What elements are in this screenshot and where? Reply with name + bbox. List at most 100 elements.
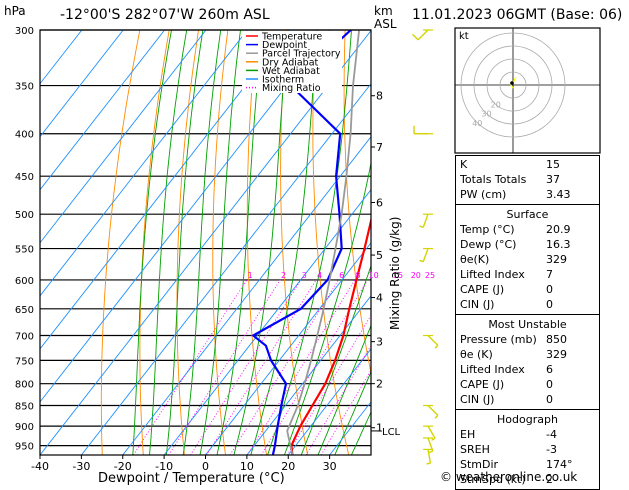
wind-barb-flag: [434, 414, 439, 419]
lcl-label: LCL: [382, 427, 401, 438]
index-value: 3.43: [546, 188, 571, 201]
mixing-ratio-axis-title: Mixing Ratio (g/kg): [388, 216, 402, 330]
index-row: Lifted Index 6: [456, 362, 599, 377]
hodograph-ring: [473, 45, 553, 125]
mixing-ratio-line: [247, 279, 356, 455]
pressure-tick-label: 300: [15, 26, 34, 37]
mixing-ratio-label: 8: [356, 271, 361, 280]
mixing-ratio-label: 15: [393, 271, 403, 280]
most-unstable-title: Most Unstable: [488, 318, 567, 331]
index-row: Lifted Index 7: [456, 267, 599, 282]
index-value: 15: [546, 158, 560, 171]
index-row: StmSpd (kt) 2: [456, 472, 599, 487]
pressure-tick-label: 400: [15, 130, 34, 141]
index-row: θe(K) 329: [456, 252, 599, 267]
wind-barb-flag: [428, 450, 434, 454]
index-row: PW (cm) 3.43: [456, 187, 599, 202]
wet-adiabat-line: [216, 30, 264, 455]
wet-adiabat-line: [199, 30, 241, 455]
mixing-ratio-line: [260, 279, 369, 455]
altitude-axis: 8 7 6 5 4 3 2 1 LCL: [371, 90, 401, 438]
mixing-ratio-label: 10: [369, 271, 379, 280]
index-row: EH -4: [456, 427, 599, 442]
legend-label: Parcel Trajectory: [262, 49, 341, 60]
wind-barb-staff: [427, 405, 439, 416]
wet-adiabat-line: [317, 324, 371, 455]
wind-barb-flag: [434, 344, 439, 349]
wind-barb-flag: [431, 437, 436, 441]
index-row: Temp (°C) 20.9: [456, 222, 599, 237]
km-tick-label: 5: [376, 249, 383, 262]
index-row: K 15: [456, 157, 599, 172]
index-row: Dewp (°C) 16.3: [456, 237, 599, 252]
hodograph-frame: [454, 27, 601, 154]
index-value: 0: [546, 393, 553, 406]
km-tick-label: 8: [376, 90, 383, 103]
hodograph-title: Hodograph: [497, 413, 558, 426]
legend-label: Wet Adiabat: [262, 66, 320, 77]
index-name: SREH: [460, 443, 490, 456]
wet-adiabat-line: [132, 30, 172, 455]
index-name: PW (cm): [460, 188, 507, 201]
hodograph-ring-label: 40: [472, 119, 482, 128]
isotherm-line: [163, 189, 371, 455]
hodograph-ring: [499, 71, 527, 99]
isotherm-line: [122, 135, 371, 455]
legend-label: Isotherm: [262, 75, 304, 86]
x-tick-label: 20: [281, 460, 295, 473]
legend-label: Mixing Ratio: [262, 83, 321, 94]
pressure-tick-label: 850: [15, 402, 34, 413]
x-tick-label: 30: [323, 460, 337, 473]
km-tick-label: 4: [376, 292, 383, 305]
mixing-ratio-labels: 1 2 3 4 6 8 10 15 20 25: [248, 271, 435, 280]
index-name: Pressure (mb): [460, 333, 537, 346]
dry-adiabat-line: [212, 30, 229, 455]
isotherm-line: [40, 30, 290, 350]
isotherm-line: [40, 30, 124, 138]
isotherms: [40, 30, 371, 455]
wind-barb: [423, 448, 433, 465]
isotherm-line: [246, 295, 371, 455]
isotherm-line: [40, 30, 83, 85]
index-row: CIN (J) 0: [456, 392, 599, 407]
isotherm-line: [40, 30, 371, 455]
index-value: 329: [546, 348, 567, 361]
datetime-title: 11.01.2023 06GMT (Base: 06): [412, 7, 623, 23]
hpa-label: hPa: [4, 4, 26, 18]
mixing-ratio-line: [286, 314, 371, 455]
wet-adiabat-line: [182, 30, 222, 455]
index-name: θe (K): [460, 348, 493, 361]
index-value: 20.9: [546, 223, 571, 236]
storm-motion-marker: [510, 81, 514, 85]
x-axis-title: Dewpoint / Temperature (°C): [98, 471, 285, 486]
dry-adiabat-line: [100, 30, 141, 455]
wet-adiabat-line: [300, 264, 371, 455]
wind-barb-staff: [427, 449, 432, 464]
legend-box: [242, 31, 342, 93]
wind-barb-flag: [411, 33, 419, 41]
mixing-ratio-line: [320, 369, 371, 455]
dry-adiabat-line: [312, 30, 350, 455]
pressure-tick-label: 750: [15, 356, 34, 367]
mixing-ratio-label: 3: [302, 271, 307, 280]
wind-barb: [413, 125, 433, 135]
wind-barb: [411, 29, 433, 41]
index-value: 0: [546, 283, 553, 296]
hodograph-ring: [486, 58, 540, 112]
wet-adiabat-line: [350, 411, 371, 455]
wind-barb-staff: [417, 29, 429, 41]
wet-adiabat-line: [283, 160, 371, 455]
x-tick-label: -40: [31, 460, 49, 473]
pressure-tick-label: 550: [15, 245, 34, 256]
index-value: 850: [546, 333, 567, 346]
wind-barb: [419, 247, 433, 263]
isotherm-line: [40, 30, 165, 191]
wind-barb: [423, 404, 439, 419]
index-name: EH: [460, 428, 476, 441]
wet-adiabat-line: [165, 30, 204, 455]
x-tick-label: 10: [240, 460, 254, 473]
index-row: CIN (J) 0: [456, 297, 599, 312]
index-value: 37: [546, 173, 560, 186]
legend-label: Dewpoint: [262, 40, 307, 51]
